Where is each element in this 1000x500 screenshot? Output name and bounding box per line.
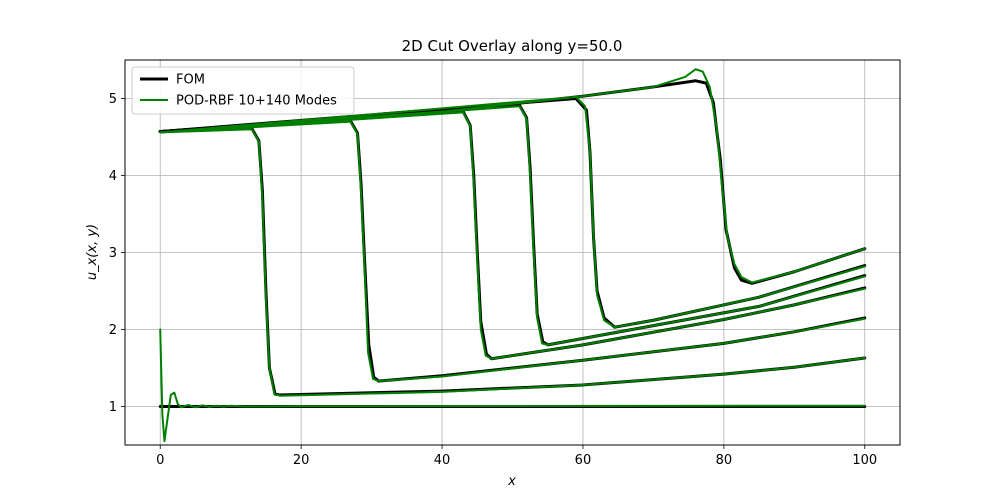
legend: FOM POD-RBF 10+140 Modes xyxy=(131,66,355,115)
y-tick-label: 4 xyxy=(109,169,117,184)
x-tick-label: 20 xyxy=(293,453,310,468)
x-tick-label: 60 xyxy=(575,453,592,468)
x-tick-label: 80 xyxy=(716,453,733,468)
series-line-pod-rbf-10-140-modes-2 xyxy=(159,120,866,383)
series-line-pod-rbf-10-140-modes-6 xyxy=(159,68,866,284)
chart-title: 2D Cut Overlay along y=50.0 xyxy=(402,37,623,55)
y-tick-label: 3 xyxy=(109,246,117,261)
series-line-pod-rbf-10-140-modes-5 xyxy=(159,95,866,329)
y-tick-label: 5 xyxy=(109,92,117,107)
y-axis-label: u_x(x, y) xyxy=(85,224,100,280)
series-line-pod-rbf-10-140-modes-1 xyxy=(159,128,866,397)
x-tick-label: 100 xyxy=(852,453,877,468)
x-axis-label: x xyxy=(507,474,516,489)
x-tick-label: 0 xyxy=(156,453,164,468)
y-tick-label: 1 xyxy=(109,400,117,415)
y-tick-label: 2 xyxy=(109,323,117,338)
legend-label-fom: FOM xyxy=(176,73,205,88)
series-lines xyxy=(158,68,867,443)
series-line-pod-rbf-10-140-modes-0 xyxy=(159,328,866,443)
axis-ticks: 0 20 40 60 80 100 1 2 3 4 5 xyxy=(109,92,877,468)
series-line-pod-rbf-10-140-modes-3 xyxy=(159,111,866,360)
legend-label-pod-rbf: POD-RBF 10+140 Modes xyxy=(176,94,337,109)
series-line-pod-rbf-10-140-modes-4 xyxy=(159,105,866,346)
legend-box xyxy=(131,66,355,115)
x-tick-label: 40 xyxy=(434,453,451,468)
